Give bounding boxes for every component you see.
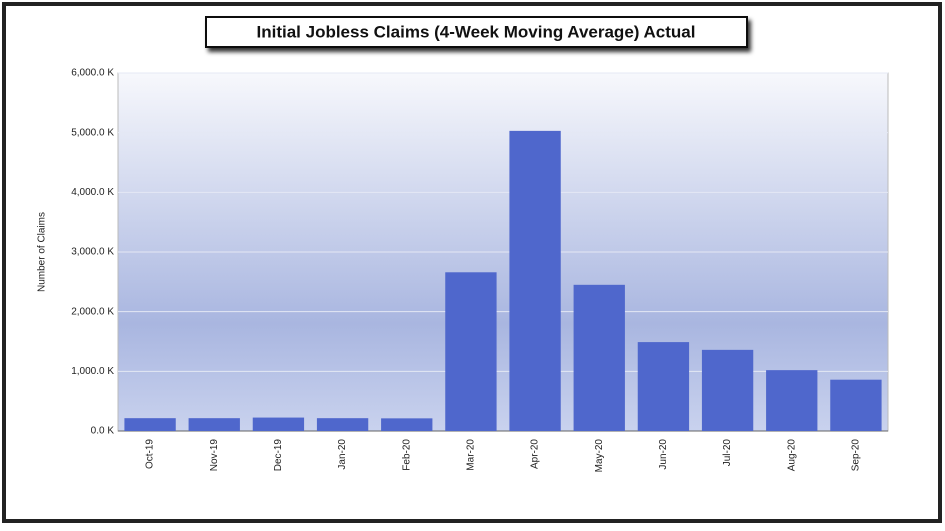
- bar: [188, 418, 240, 431]
- x-tick-label: Dec-19: [273, 439, 284, 472]
- y-tick-label: 1,000.0 K: [71, 366, 114, 377]
- bar: [124, 418, 176, 431]
- x-tick-label: Nov-19: [209, 439, 220, 472]
- bar: [509, 130, 561, 432]
- x-tick-label: May-20: [594, 439, 605, 473]
- y-axis-label: Number of Claims: [37, 212, 48, 292]
- x-tick-label: Jul-20: [722, 439, 733, 467]
- bar: [316, 418, 369, 431]
- y-tick-label: 3,000.0 K: [71, 247, 114, 258]
- title-box: [205, 16, 748, 48]
- y-tick-label: 6,000.0 K: [71, 68, 114, 79]
- x-tick-label: Feb-20: [401, 439, 412, 471]
- bar: [381, 418, 433, 431]
- x-tick-label: Sep-20: [851, 439, 862, 472]
- x-tick-label: Oct-19: [145, 439, 156, 469]
- x-tick-label: Jun-20: [658, 439, 669, 470]
- bar: [701, 349, 754, 431]
- chart-title: Initial Jobless Claims (4-Week Moving Av…: [257, 22, 696, 41]
- y-tick-label: 2,000.0 K: [71, 306, 114, 317]
- y-tick-label: 5,000.0 K: [71, 127, 114, 138]
- x-tick-label: Apr-20: [530, 439, 541, 469]
- y-tick-label: 4,000.0 K: [71, 187, 114, 198]
- bar: [637, 342, 690, 431]
- bar: [445, 272, 497, 431]
- x-tick-label: Aug-20: [786, 439, 797, 472]
- x-tick-label: Mar-20: [466, 439, 477, 471]
- x-tick-label: Jan-20: [337, 439, 348, 470]
- bar: [830, 379, 882, 431]
- y-tick-label: 0.0 K: [91, 426, 115, 437]
- bar: [573, 284, 625, 431]
- bar: [252, 417, 305, 431]
- bar: [766, 370, 818, 431]
